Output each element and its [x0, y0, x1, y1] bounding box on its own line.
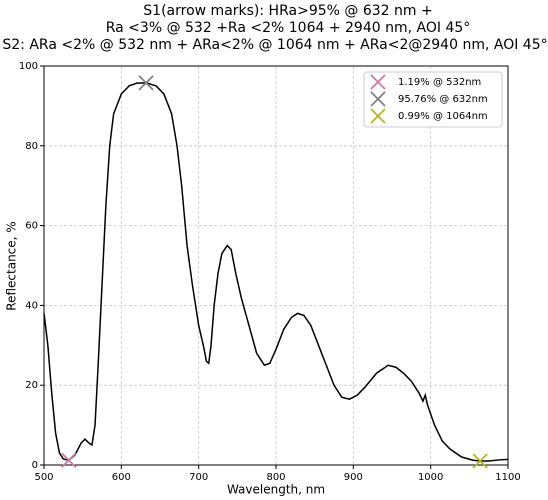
y-tick-label: 20 [25, 380, 38, 391]
marker-stroke [472, 453, 488, 469]
chart-title: S2: ARa <2% @ 532 nm + ARa<2% @ 1064 nm … [2, 37, 547, 53]
chart-title: Ra <3% @ 532 +Ra <2% 1064 + 2940 nm, AOI… [106, 20, 471, 36]
x-tick-label: 700 [189, 472, 208, 483]
x-tick-label: 500 [34, 472, 53, 483]
x-tick-label: 600 [112, 472, 131, 483]
y-tick-label: 80 [25, 141, 38, 152]
y-tick-label: 100 [19, 61, 38, 72]
legend-label: 95.76% @ 632nm [398, 94, 488, 105]
chart-title: S1(arrow marks): HRa>95% @ 632 nm + [143, 3, 432, 19]
y-axis-label: Reflectance, % [5, 221, 19, 310]
marker [61, 452, 77, 468]
x-tick-label: 1100 [495, 472, 520, 483]
line [43, 82, 509, 462]
plot-frame [43, 65, 509, 466]
marker-stroke [370, 74, 386, 90]
x-tick-label: 1000 [418, 472, 443, 483]
legend-label: 1.19% @ 532nm [398, 77, 481, 88]
marker-stroke [370, 91, 386, 107]
y-tick-label: 0 [32, 460, 38, 471]
y-tick-label: 40 [25, 300, 38, 311]
legend-label: 0.99% @ 1064nm [398, 111, 488, 122]
marker-stroke [370, 108, 386, 124]
marker [370, 108, 386, 124]
x-axis-label: Wavelength, nm [227, 483, 325, 497]
marker [370, 74, 386, 90]
marker [138, 75, 154, 91]
x-tick-label: 900 [344, 472, 363, 483]
legend-box [363, 71, 503, 128]
marker-stroke [61, 452, 77, 468]
marker [472, 453, 488, 469]
y-tick-label: 60 [25, 221, 38, 232]
marker [370, 91, 386, 107]
x-tick-label: 800 [266, 472, 285, 483]
marker-stroke [138, 75, 154, 91]
